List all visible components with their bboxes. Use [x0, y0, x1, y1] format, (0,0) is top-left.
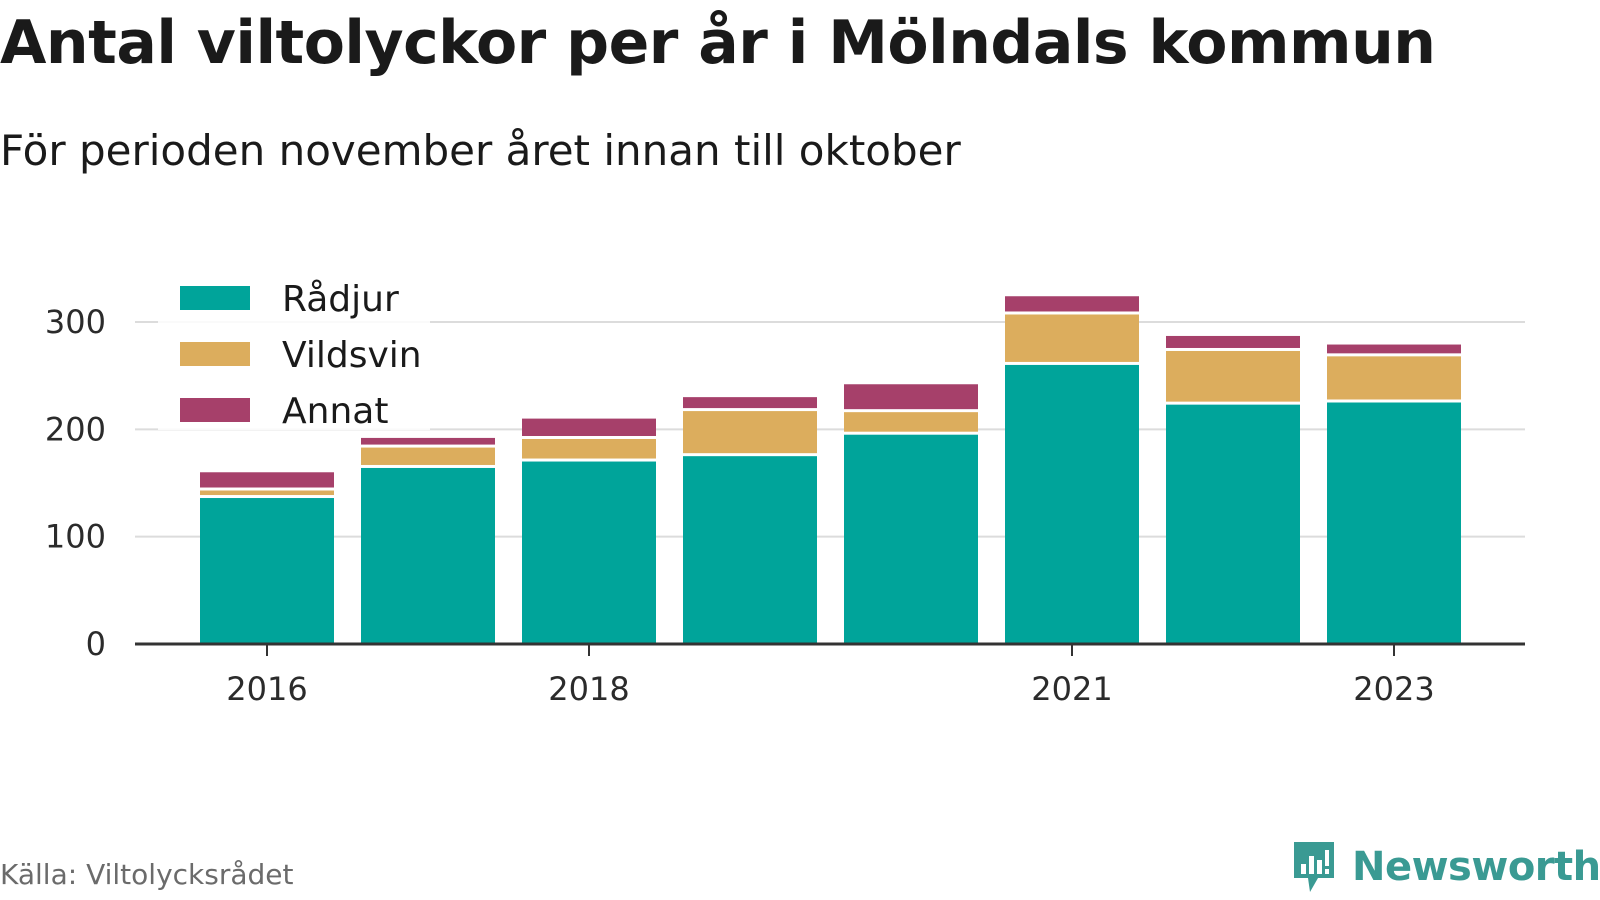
bar-annat-2021 [1005, 296, 1139, 312]
bars [200, 296, 1461, 644]
bar-vildsvin-2019 [683, 411, 817, 454]
legend: Rådjur Vildsvin Annat [158, 270, 430, 432]
bar-vildsvin-2023 [1327, 356, 1461, 400]
x-tick-label: 2021 [1031, 670, 1112, 708]
y-tick-label: 100 [45, 518, 106, 556]
bar-vildsvin-2020 [844, 412, 978, 432]
bar-vildsvin-2018 [522, 438, 656, 459]
x-tick-label: 2018 [548, 670, 629, 708]
bar-annat-2017 [361, 437, 495, 445]
bar-annat-2018 [522, 418, 656, 436]
bar-rådjur-2016 [200, 498, 334, 644]
bar-rådjur-2020 [844, 434, 978, 644]
x-tick-label: 2023 [1353, 670, 1434, 708]
chart-title: Antal viltolyckor per år i Mölndals komm… [0, 8, 1436, 78]
chart-subtitle: För perioden november året innan till ok… [0, 126, 961, 175]
bar-rådjur-2019 [683, 456, 817, 644]
bar-rådjur-2017 [361, 467, 495, 644]
legend-swatch-vildsvin [180, 342, 250, 366]
bar-vildsvin-2022 [1166, 350, 1300, 402]
bar-annat-2022 [1166, 335, 1300, 348]
legend-label-rådjur: Rådjur [282, 279, 399, 320]
bar-annat-2019 [683, 397, 817, 409]
bar-rådjur-2018 [522, 461, 656, 644]
legend-label-vildsvin: Vildsvin [282, 335, 422, 376]
newsworthy-logo-icon [1294, 842, 1334, 892]
bar-annat-2023 [1327, 344, 1461, 354]
bar-vildsvin-2017 [361, 447, 495, 465]
bar-vildsvin-2016 [200, 490, 334, 496]
bar-rådjur-2022 [1166, 404, 1300, 644]
y-tick-label: 200 [45, 410, 106, 448]
legend-label-annat: Annat [282, 391, 388, 432]
axes: 0 100 200 300 2016 2018 2021 2023 [45, 303, 1525, 708]
bar-annat-2020 [844, 384, 978, 410]
legend-swatch-annat [180, 398, 250, 422]
brand-name: Newsworthy [1352, 844, 1600, 890]
source-note: Källa: Viltolycksrådet [0, 858, 294, 891]
bar-vildsvin-2021 [1005, 314, 1139, 362]
bar-rådjur-2023 [1327, 402, 1461, 644]
x-tick-label: 2016 [226, 670, 307, 708]
bar-annat-2016 [200, 472, 334, 488]
newsworthy-logo[interactable]: Newsworthy [1290, 838, 1600, 896]
legend-swatch-rådjur [180, 286, 250, 310]
bar-rådjur-2021 [1005, 364, 1139, 644]
y-tick-label: 300 [45, 303, 106, 341]
y-tick-label: 0 [86, 625, 106, 663]
